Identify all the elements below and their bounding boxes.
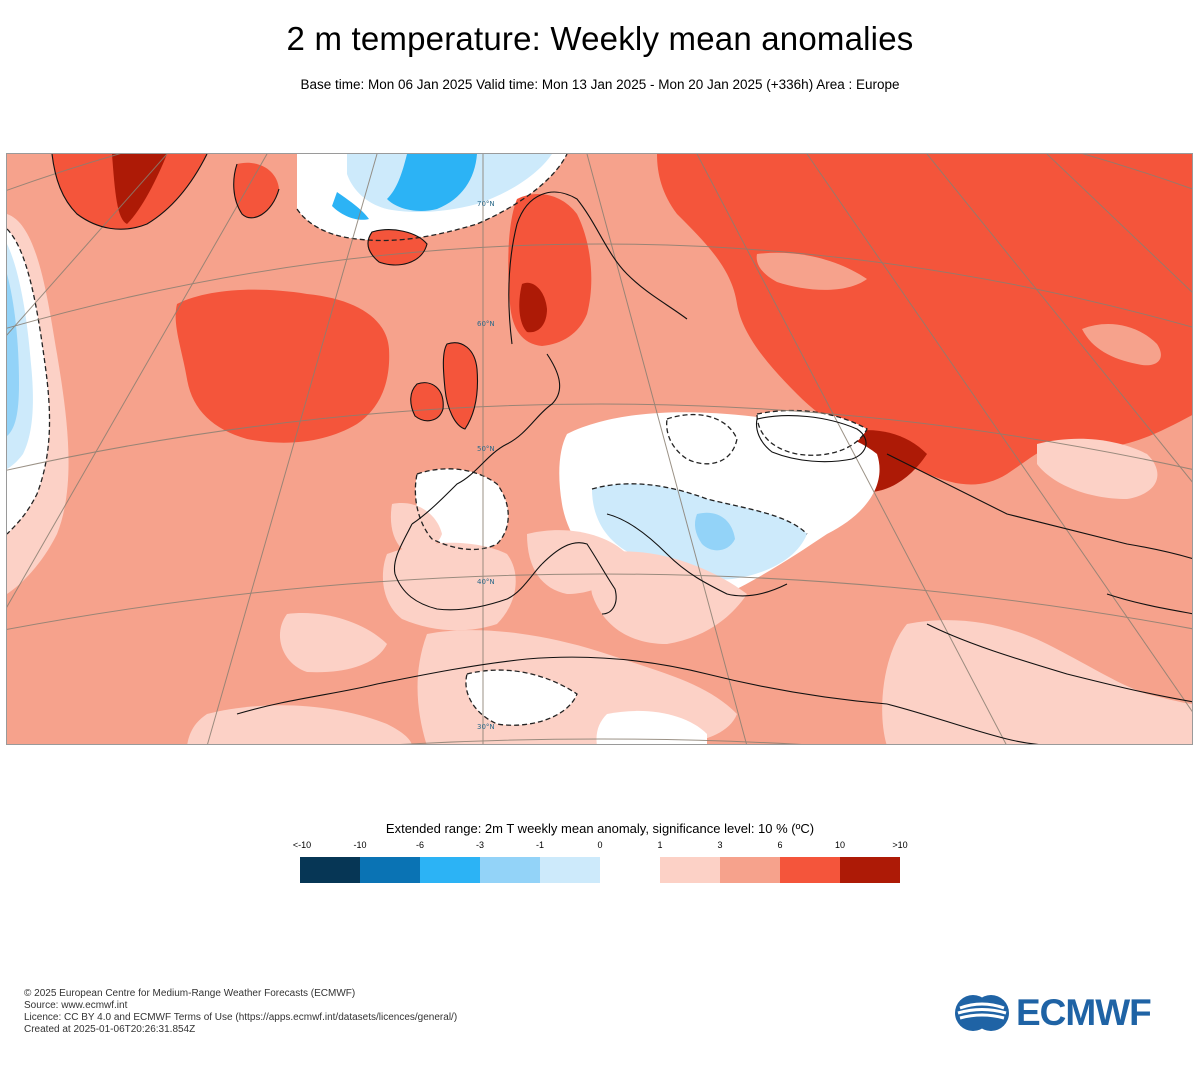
legend-title: Extended range: 2m T weekly mean anomaly… <box>385 821 815 836</box>
anomaly-field-warm-atlantic <box>175 289 390 443</box>
lat-label-50n: 50°N <box>477 445 495 453</box>
anomaly-field-cold-greece <box>694 512 735 551</box>
anomaly-field-neutral-blacksea <box>757 410 867 456</box>
legend-tick: -10 <box>353 840 367 850</box>
anomaly-field-slight-atlantic-south <box>187 705 412 744</box>
legend-tick: 3 <box>717 840 723 850</box>
legend-tick: -1 <box>535 840 545 850</box>
anomaly-field-slight-iberia <box>382 542 516 631</box>
legend-swatch <box>480 857 540 883</box>
footer-copyright: © 2025 European Centre for Medium-Range … <box>24 988 356 999</box>
legend-tick: >10 <box>892 840 908 850</box>
graticule <box>7 154 1192 744</box>
legend-swatch <box>720 857 780 883</box>
legend-swatch <box>780 857 840 883</box>
coastlines <box>51 154 1192 744</box>
legend-tick: 1 <box>657 840 663 850</box>
footer-credits: © 2025 European Centre for Medium-Range … <box>24 988 457 1036</box>
legend-tick: 10 <box>834 840 846 850</box>
legend-tick: 6 <box>777 840 783 850</box>
legend-swatch <box>540 857 600 883</box>
lat-label-40n: 40°N <box>477 578 495 586</box>
anomaly-field-slight-central-asia <box>1037 438 1158 499</box>
ecmwf-logo-text: ECMWF <box>1016 992 1152 1033</box>
legend-swatch <box>300 857 360 883</box>
legend-swatch <box>420 857 480 883</box>
legend-color-bar <box>300 857 900 883</box>
legend-tick: -6 <box>415 840 425 850</box>
anomaly-field-neutral-libya <box>596 710 707 744</box>
chart-subtitle: Base time: Mon 06 Jan 2025 Valid time: M… <box>300 77 900 92</box>
ecmwf-logo[interactable]: ECMWF <box>954 992 1179 1034</box>
anomaly-field-hot-greenland <box>112 154 167 224</box>
legend-tick: 0 <box>597 840 603 850</box>
legend-swatch <box>360 857 420 883</box>
chart-title: 2 m temperature: Weekly mean anomalies <box>286 20 914 57</box>
legend-swatch <box>840 857 900 883</box>
lat-label-70n: 70°N <box>477 200 495 208</box>
ecmwf-logo-icon <box>955 995 1009 1031</box>
anomaly-field-cold-arctic <box>387 154 477 211</box>
legend-tick: -3 <box>475 840 485 850</box>
anomaly-field-slight-biscay <box>390 503 442 551</box>
lat-label-60n: 60°N <box>477 320 495 328</box>
anomaly-field-slight-middle-east <box>882 620 1192 744</box>
anomaly-field-mild-baltic <box>756 252 867 290</box>
legend-swatch <box>660 857 720 883</box>
anomaly-field-cold-west <box>7 274 19 436</box>
anomaly-field-neutral-carpathian <box>666 414 737 464</box>
anomaly-field-hot-norway <box>519 282 547 333</box>
anomaly-field-warm-russia <box>657 154 1192 485</box>
color-legend: <-10 -10 -6 -3 -1 0 1 3 6 10 >10 <box>293 840 908 884</box>
map-canvas: 70°N 60°N 50°N 40°N 30°N <box>7 154 1192 744</box>
footer-licence: Licence: CC BY 4.0 and ECMWF Terms of Us… <box>24 1012 458 1023</box>
footer-created: Created at 2025-01-06T20:26:31.854Z <box>24 1024 196 1035</box>
anomaly-field-slight-morocco <box>279 613 387 673</box>
anomaly-field-warm-ireland <box>410 382 444 421</box>
anomaly-field-mild-russia <box>1082 324 1161 366</box>
anomaly-map[interactable]: 70°N 60°N 50°N 40°N 30°N <box>6 153 1193 745</box>
anomaly-field-neutral-sahara <box>465 670 577 726</box>
anomaly-field-warm-east-greenland <box>233 162 279 218</box>
lat-label-30n: 30°N <box>477 723 495 731</box>
legend-tick: <-10 <box>292 840 312 850</box>
legend-swatch <box>600 857 660 883</box>
footer-source: Source: www.ecmwf.int <box>24 1000 128 1011</box>
